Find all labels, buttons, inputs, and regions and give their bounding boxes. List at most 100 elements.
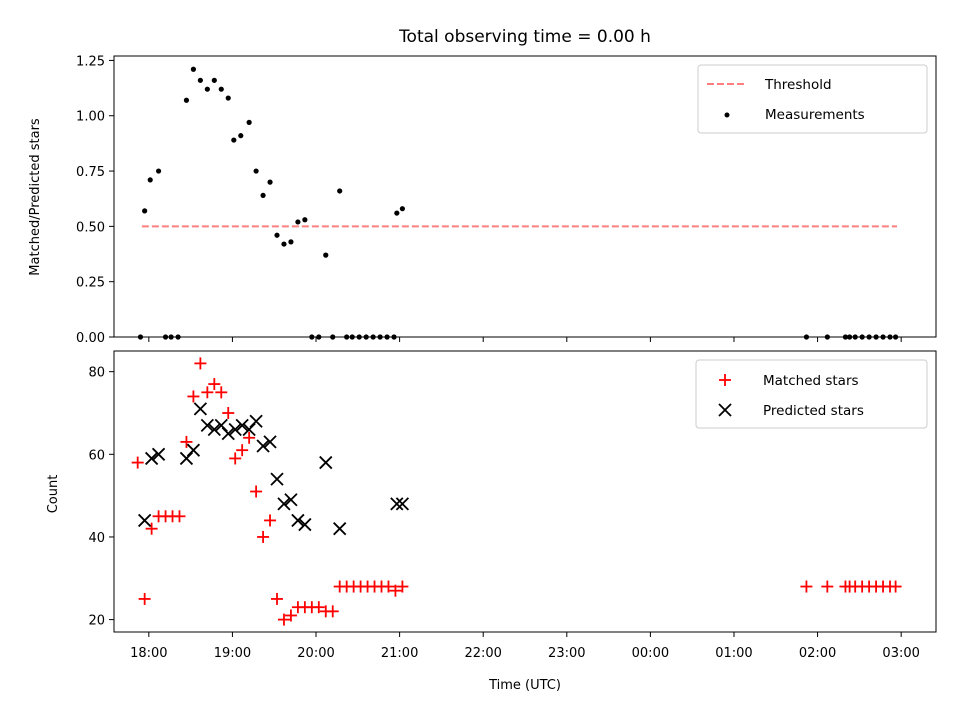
bottom-y-ticks: 20 40 60 80 xyxy=(88,366,114,629)
x-tick-label: 20:00 xyxy=(297,646,334,661)
matched-star-point xyxy=(229,452,242,465)
measurement-point xyxy=(183,97,190,103)
top-y-axis-label: Matched/Predicted stars xyxy=(28,118,43,276)
x-tick-label: 18:00 xyxy=(130,646,167,661)
matched-star-point xyxy=(208,378,221,391)
measurement-point xyxy=(231,137,237,143)
matched-star-point xyxy=(131,456,144,469)
legend-matched-label: Matched stars xyxy=(763,373,859,389)
predicted-star-point xyxy=(214,418,228,433)
measurement-point xyxy=(337,188,343,194)
bottom-y-tick-label: 20 xyxy=(88,614,105,629)
matched-star-point xyxy=(389,584,402,597)
measurement-point xyxy=(211,77,217,83)
legend-measurements-marker xyxy=(724,112,730,118)
predicted-star-point xyxy=(298,517,312,532)
bottom-axes-frame xyxy=(113,350,937,633)
measurement-point xyxy=(190,66,197,72)
measurement-point xyxy=(238,133,244,139)
x-tick-label: 19:00 xyxy=(214,646,251,661)
measurement-point xyxy=(274,232,280,238)
matched-star-point xyxy=(889,580,902,593)
matched-star-point xyxy=(138,592,151,605)
x-tick-label: 01:00 xyxy=(715,646,752,661)
predicted-star-point xyxy=(138,513,152,528)
predicted-star-point xyxy=(200,418,214,433)
measurement-point xyxy=(399,206,405,212)
top-y-tick-label: 1.00 xyxy=(76,110,105,125)
bottom-panel: Count Time (UTC) 20 40 60 80 18:00 19:00 20:0… xyxy=(46,350,937,693)
matched-star-point xyxy=(243,431,256,444)
predicted-star-point xyxy=(235,418,249,433)
bottom-x-ticks: 18:00 19:00 20:00 21:00 22:00 23:00 00:00 01:00… xyxy=(130,632,920,661)
predicted-star-point xyxy=(395,497,410,511)
legend-predicted-marker xyxy=(718,403,732,417)
predicted-star-point xyxy=(193,402,208,416)
matched-star-point xyxy=(257,530,270,543)
matched-star-point xyxy=(173,510,186,523)
top-y-tick-label: 0.75 xyxy=(76,165,105,180)
matched-star-point xyxy=(222,406,235,419)
legend-measurements-label: Measurements xyxy=(765,107,865,123)
top-y-tick-label: 0.50 xyxy=(76,220,105,235)
measurement-point xyxy=(281,241,287,247)
matched-star-point xyxy=(271,592,284,605)
matched-star-point xyxy=(382,580,395,593)
matched-star-point xyxy=(264,514,277,527)
measurement-point xyxy=(260,192,266,198)
top-y-ticks: 0.00 0.25 0.50 0.75 1.00 1.25 xyxy=(76,54,114,346)
predicted-star-point xyxy=(144,451,159,466)
matched-star-point xyxy=(145,522,158,535)
chart-title: Total observing time = 0.00 h xyxy=(398,27,651,47)
x-tick-label: 02:00 xyxy=(799,646,836,661)
predicted-star-point xyxy=(284,493,298,507)
x-tick-label: 21:00 xyxy=(381,646,418,661)
bottom-y-tick-label: 80 xyxy=(88,366,105,381)
legend-predicted-label: Predicted stars xyxy=(763,403,864,419)
matched-star-point xyxy=(180,435,193,448)
predicted-star-point xyxy=(291,513,305,528)
predicted-star-point xyxy=(256,439,270,453)
top-axes-frame xyxy=(113,55,937,338)
matched-star-point xyxy=(326,605,339,618)
matched-star-point xyxy=(187,390,200,403)
predicted-star-point xyxy=(390,497,404,511)
predicted-star-point xyxy=(242,422,256,437)
legend-threshold-label: Threshold xyxy=(764,77,832,93)
predicted-star-point xyxy=(228,422,242,437)
matched-star-point xyxy=(194,357,207,370)
top-panel: Total observing time = 0.00 h Matched/Pr… xyxy=(28,27,937,346)
matched-star-point xyxy=(201,386,214,399)
predicted-star-point xyxy=(186,443,201,457)
measurement-point xyxy=(197,77,203,83)
measurement-point xyxy=(288,239,294,245)
top-x-ticks xyxy=(148,337,902,342)
bottom-plot-area xyxy=(131,357,902,626)
measurement-point xyxy=(253,168,259,174)
predicted-star-point xyxy=(319,455,333,470)
bottom-legend-box xyxy=(695,359,928,429)
predicted-star-point xyxy=(179,451,194,466)
predicted-star-point xyxy=(277,497,291,511)
matched-star-point xyxy=(821,580,834,593)
measurement-point xyxy=(394,210,400,216)
matched-star-point xyxy=(396,580,409,593)
measurement-point xyxy=(155,168,162,174)
predicted-star-point xyxy=(333,522,347,536)
x-tick-label: 00:00 xyxy=(632,646,669,661)
measurement-point xyxy=(302,217,308,223)
top-legend-box xyxy=(697,64,928,134)
bottom-y-tick-label: 40 xyxy=(88,531,105,546)
measurement-point xyxy=(147,177,153,183)
predicted-star-point xyxy=(249,414,263,428)
x-tick-label: 23:00 xyxy=(548,646,585,661)
top-y-tick-label: 1.25 xyxy=(76,54,105,69)
top-y-tick-label: 0.00 xyxy=(76,331,105,346)
x-axis-label: Time (UTC) xyxy=(488,678,561,693)
predicted-star-point xyxy=(263,435,277,449)
predicted-star-point xyxy=(207,422,221,437)
measurement-point xyxy=(204,86,210,92)
matched-star-point xyxy=(236,444,249,457)
measurement-point xyxy=(295,219,301,225)
predicted-star-point xyxy=(151,447,166,461)
